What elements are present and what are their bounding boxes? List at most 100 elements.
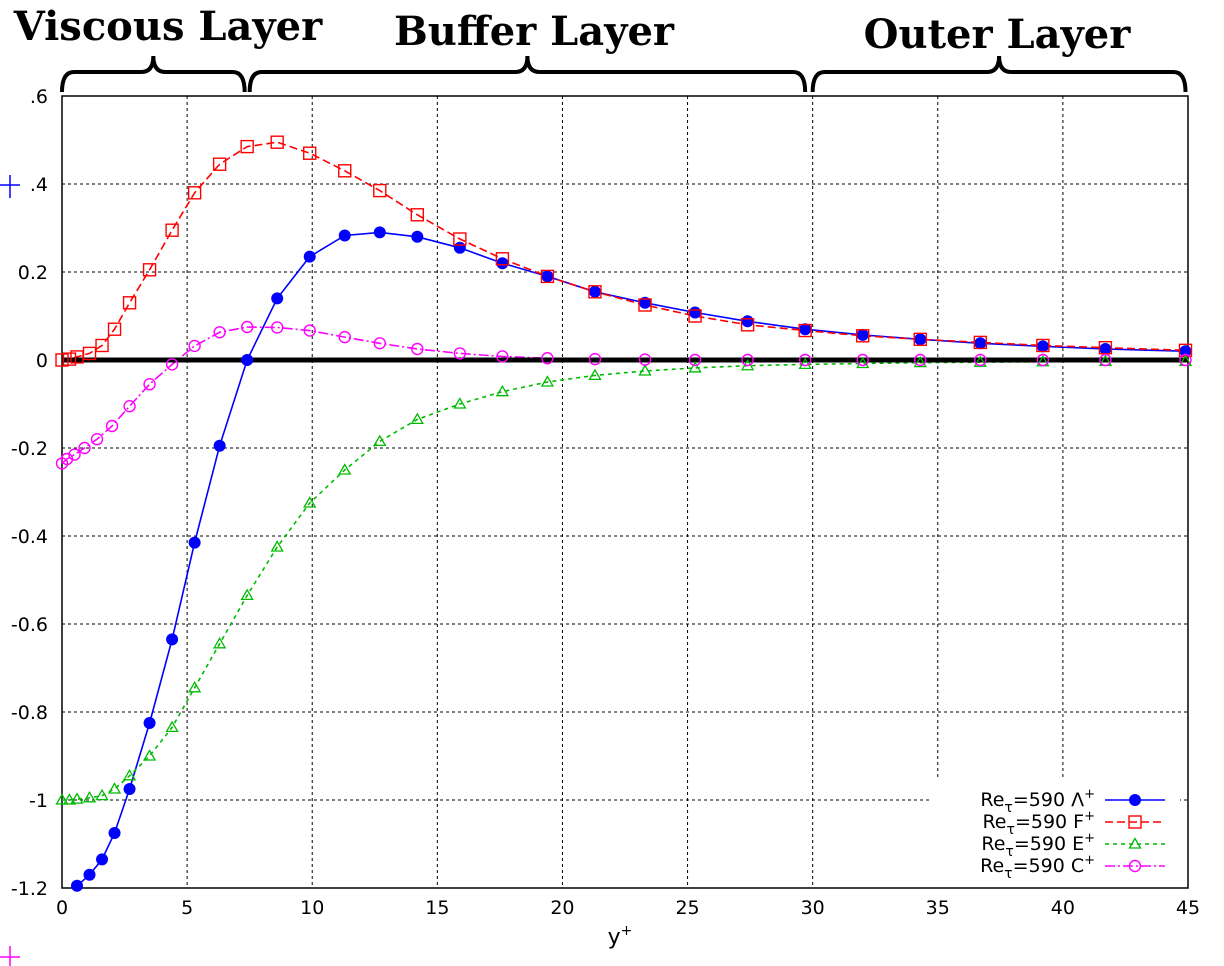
- data-point: [188, 536, 201, 549]
- data-point: [588, 285, 602, 299]
- data-point: [453, 241, 466, 254]
- layer-annotations: Viscous Layer Buffer Layer Outer Layer: [13, 3, 1188, 93]
- layer-title-viscous: Viscous Layer: [13, 3, 323, 50]
- data-point: [741, 353, 754, 367]
- data-point: [70, 792, 84, 804]
- layer-title-outer: Outer Layer: [864, 11, 1132, 58]
- data-point: [410, 208, 425, 222]
- data-point: [212, 157, 227, 171]
- data-point: [1128, 837, 1142, 849]
- data-point: [303, 250, 316, 263]
- data-point: [914, 353, 927, 367]
- data-point: [411, 342, 424, 356]
- crosshair-marker-blue: [0, 175, 20, 198]
- data-point: [740, 318, 755, 332]
- data-point: [142, 749, 157, 761]
- data-point: [122, 296, 137, 310]
- x-tick-label: 35: [926, 897, 950, 919]
- data-point: [187, 681, 202, 693]
- data-point: [122, 769, 137, 781]
- data-point: [1128, 859, 1142, 873]
- data-point: [588, 285, 601, 298]
- data-point: [83, 868, 96, 881]
- legend: Reτ=590 Λ+Reτ=590 F+Reτ=590 E+Reτ=590 C+: [930, 780, 1180, 886]
- data-point: [973, 355, 987, 367]
- data-point: [96, 853, 109, 866]
- data-point: [71, 879, 84, 892]
- data-point: [143, 378, 156, 391]
- data-point: [303, 146, 317, 160]
- data-point: [638, 353, 652, 366]
- data-point: [540, 269, 555, 284]
- data-point: [856, 328, 869, 341]
- data-point: [166, 633, 179, 646]
- data-point: [55, 353, 69, 367]
- series-markers: [55, 135, 1193, 892]
- data-point: [856, 356, 870, 369]
- x-axis-label: y+: [608, 923, 633, 950]
- legend-label: Reτ=590 F+: [982, 809, 1095, 838]
- data-point: [1128, 815, 1142, 829]
- data-point: [270, 135, 284, 149]
- data-point: [105, 419, 119, 433]
- y-tick-label: -0.6: [11, 614, 48, 636]
- data-point: [95, 338, 109, 353]
- y-tick-label: -1: [29, 790, 48, 812]
- data-point: [411, 230, 424, 243]
- data-point: [240, 320, 254, 334]
- data-point: [410, 412, 424, 425]
- data-point: [55, 793, 69, 805]
- data-point: [688, 309, 702, 323]
- data-point: [541, 270, 554, 283]
- plot-frame: [61, 95, 1189, 889]
- data-point: [373, 337, 386, 350]
- data-point: [373, 226, 386, 239]
- data-point: [1129, 794, 1141, 806]
- data-point: [165, 720, 179, 733]
- data-point: [82, 791, 97, 803]
- layer-bracket: [810, 55, 1188, 93]
- data-point: [799, 323, 812, 336]
- data-point: [1099, 353, 1112, 367]
- data-point: [213, 637, 227, 649]
- data-point: [453, 397, 467, 409]
- x-tick-label: 25: [675, 897, 699, 919]
- data-point: [213, 326, 226, 339]
- data-point: [541, 352, 554, 365]
- data-point: [271, 292, 284, 305]
- data-point: [303, 496, 317, 508]
- x-tick-label: 20: [550, 897, 574, 919]
- x-tick-labels: 0 5 10 15 20 25 30 35 40 45: [56, 897, 1200, 919]
- data-point: [913, 355, 927, 368]
- layer-title-buffer: Buffer Layer: [394, 8, 675, 55]
- x-tick-label: 45: [1176, 897, 1200, 919]
- layer-bracket: [247, 55, 808, 93]
- layer-bracket: [60, 55, 247, 93]
- data-point: [187, 186, 202, 200]
- data-point: [270, 540, 284, 552]
- y-tick-label: .6: [30, 86, 48, 108]
- data-point: [973, 335, 988, 350]
- data-point: [798, 357, 812, 370]
- data-point: [107, 782, 122, 794]
- data-point: [78, 441, 91, 455]
- data-point: [496, 350, 509, 363]
- data-point: [143, 717, 156, 729]
- data-point: [638, 298, 652, 312]
- data-point: [82, 346, 97, 361]
- data-point: [165, 223, 179, 237]
- data-point: [373, 434, 387, 447]
- data-point: [913, 332, 927, 347]
- legend-label: Reτ=590 Λ+: [980, 787, 1095, 816]
- data-point: [62, 352, 77, 366]
- data-point: [495, 384, 510, 397]
- y-tick-label: -0.4: [11, 526, 48, 548]
- data-point: [688, 361, 702, 373]
- y-tick-label: 0: [36, 350, 48, 372]
- crosshair-marker-magenta: [0, 946, 20, 966]
- y-tick-label: 0.2: [18, 262, 48, 284]
- data-point: [1099, 343, 1112, 355]
- data-point: [240, 588, 254, 601]
- data-point: [241, 354, 254, 366]
